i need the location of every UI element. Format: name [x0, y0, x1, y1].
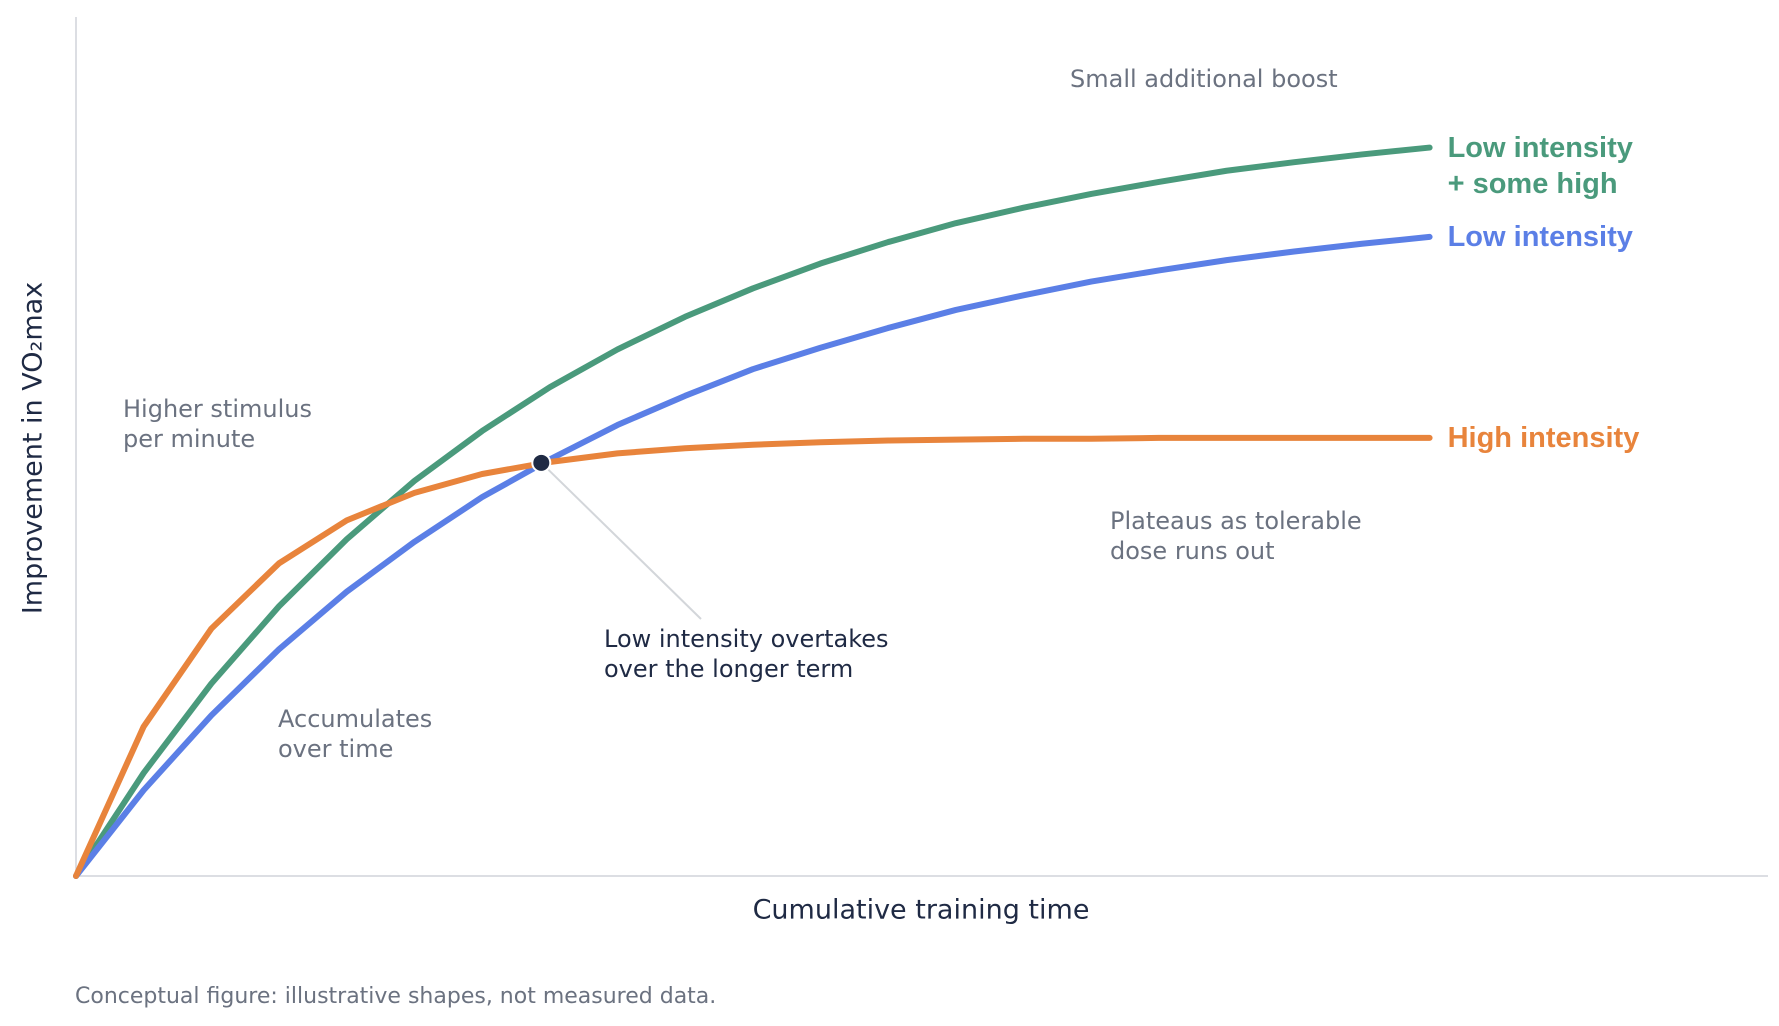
footnote: Conceptual figure: illustrative shapes, …	[75, 984, 716, 1009]
y-axis-label: Improvement in VO₂max	[18, 282, 49, 614]
series-label: High intensity	[1447, 421, 1640, 454]
series-line	[73, 233, 1433, 879]
x-axis-label: Cumulative training time	[753, 895, 1090, 926]
highlight-point	[531, 452, 552, 473]
annotation: dose runs out	[1110, 537, 1275, 565]
series-label: Low intensity	[1447, 220, 1633, 253]
series-label: Low intensity + some high	[1447, 131, 1633, 200]
annotation: Low intensity overtakes	[604, 625, 889, 653]
annotation: per minute	[123, 425, 255, 453]
annotation: Accumulates	[278, 705, 432, 733]
series-line	[73, 434, 1433, 879]
annotation: Higher stimulus	[123, 395, 312, 423]
annotation: Plateaus as tolerable	[1110, 507, 1362, 535]
callout-line	[540, 462, 702, 620]
series-line	[73, 144, 1433, 879]
annotation: over the longer term	[604, 655, 853, 683]
annotation: Small additional boost	[1070, 65, 1338, 93]
annotation: over time	[278, 735, 393, 763]
